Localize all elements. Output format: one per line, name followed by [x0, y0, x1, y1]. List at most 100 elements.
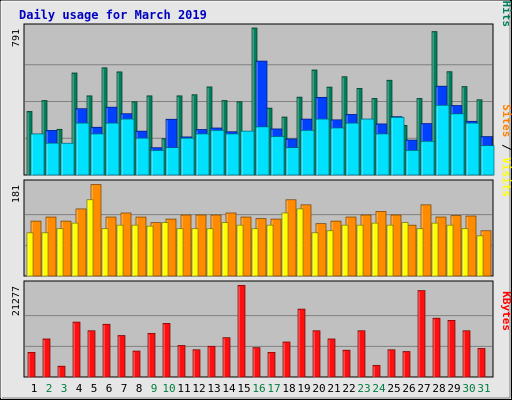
- bar-visits-day-12: [191, 228, 199, 277]
- bar-kbytes-day-15: [237, 284, 246, 378]
- bar-kbytes-day-13: [207, 345, 216, 378]
- legend-part: Hits: [500, 1, 512, 28]
- bar-pages-day-6: [105, 122, 120, 176]
- bar-visits-day-4: [71, 222, 79, 277]
- bar-kbytes-day-7: [117, 335, 126, 378]
- bar-visits-day-5: [86, 199, 94, 277]
- x-tick-day-16: 16: [252, 382, 265, 395]
- x-tick-day-28: 28: [432, 382, 445, 395]
- bar-visits-day-30: [461, 228, 469, 277]
- x-tick-day-20: 20: [312, 382, 325, 395]
- bar-visits-day-11: [176, 228, 184, 277]
- bar-visits-day-31: [476, 235, 484, 277]
- bar-pages-day-30: [465, 122, 480, 176]
- bar-kbytes-day-16: [252, 347, 261, 378]
- bar-visits-day-7: [116, 224, 124, 277]
- bar-kbytes-day-26: [402, 351, 411, 378]
- bar-visits-day-6: [101, 228, 109, 277]
- x-tick-day-22: 22: [342, 382, 355, 395]
- bar-pages-day-1: [30, 133, 45, 176]
- y-tick-hits-max: 791: [11, 29, 22, 47]
- bar-visits-day-10: [161, 222, 169, 277]
- bar-kbytes-day-11: [177, 345, 186, 378]
- x-tick-day-1: 1: [31, 382, 38, 395]
- bar-pages-day-2: [45, 142, 60, 176]
- x-tick-day-11: 11: [177, 382, 190, 395]
- x-tick-day-18: 18: [282, 382, 295, 395]
- bar-kbytes-day-23: [357, 330, 366, 378]
- x-tick-day-7: 7: [121, 382, 128, 395]
- bar-pages-day-18: [285, 147, 300, 176]
- x-tick-day-29: 29: [447, 382, 460, 395]
- x-tick-day-4: 4: [76, 382, 83, 395]
- bar-visits-day-28: [431, 222, 439, 277]
- bar-pages-day-31: [480, 145, 495, 176]
- bar-visits-day-25: [386, 224, 394, 277]
- bar-kbytes-day-27: [417, 290, 426, 378]
- chart-title: Daily usage for March 2019: [19, 8, 207, 22]
- bar-visits-day-18: [281, 212, 289, 277]
- bar-pages-day-11: [180, 137, 195, 176]
- bar-visits-day-29: [446, 224, 454, 277]
- bar-visits-day-22: [341, 224, 349, 277]
- bar-kbytes-day-17: [267, 352, 276, 378]
- bar-visits-day-8: [131, 224, 139, 277]
- bar-visits-day-26: [401, 222, 409, 277]
- x-tick-day-2: 2: [46, 382, 53, 395]
- bar-visits-day-24: [371, 222, 379, 277]
- x-tick-day-27: 27: [417, 382, 430, 395]
- bar-pages-day-10: [165, 147, 180, 176]
- bar-visits-day-27: [416, 228, 424, 277]
- x-tick-day-13: 13: [207, 382, 220, 395]
- legend-pages-files-hits: Pages / Files / Hits: [500, 0, 512, 27]
- bar-visits-day-2: [41, 232, 49, 277]
- bar-kbytes-day-6: [102, 323, 111, 378]
- x-tick-day-9: 9: [151, 382, 158, 395]
- bar-pages-day-9: [150, 150, 165, 176]
- bar-pages-day-20: [315, 118, 330, 176]
- bar-visits-day-3: [56, 228, 64, 277]
- bar-pages-day-29: [450, 113, 465, 176]
- bar-pages-day-28: [435, 104, 450, 176]
- x-tick-day-23: 23: [357, 382, 370, 395]
- x-tick-day-15: 15: [237, 382, 250, 395]
- x-tick-day-5: 5: [91, 382, 98, 395]
- bar-pages-day-25: [390, 117, 405, 176]
- bar-visits-day-15: [236, 224, 244, 277]
- bar-pages-day-15: [240, 130, 255, 176]
- bar-visits-day-23: [356, 224, 364, 277]
- bar-pages-day-17: [270, 136, 285, 176]
- x-tick-day-24: 24: [372, 382, 386, 395]
- bar-visits-day-20: [311, 232, 319, 277]
- bar-kbytes-day-31: [477, 348, 486, 378]
- legend-kbytes: KBytes: [500, 291, 512, 331]
- bar-kbytes-day-2: [42, 338, 51, 378]
- x-tick-day-12: 12: [192, 382, 205, 395]
- bar-visits-day-14: [221, 222, 229, 277]
- bar-pages-day-5: [90, 133, 105, 176]
- bar-pages-day-23: [360, 118, 375, 176]
- bar-kbytes-day-20: [312, 330, 321, 378]
- bar-pages-day-27: [420, 141, 435, 176]
- legend-part: /: [500, 0, 512, 1]
- bar-pages-day-26: [405, 150, 420, 176]
- bar-visits-day-16: [251, 228, 259, 277]
- bar-pages-day-12: [195, 133, 210, 176]
- bar-kbytes-day-19: [297, 308, 306, 378]
- bar-pages-day-13: [210, 130, 225, 176]
- bar-kbytes-day-30: [462, 330, 471, 378]
- bar-pages-day-4: [75, 122, 90, 176]
- legend-sites-visits: Sites / Visits: [500, 104, 512, 197]
- bar-visits-day-13: [206, 228, 214, 277]
- bar-kbytes-day-22: [342, 349, 351, 378]
- bars: [26, 27, 495, 378]
- bar-pages-day-16: [255, 126, 270, 176]
- bar-kbytes-day-10: [162, 323, 171, 378]
- bar-kbytes-day-25: [387, 349, 396, 378]
- bar-pages-day-19: [300, 130, 315, 176]
- bar-visits-day-17: [266, 224, 274, 277]
- x-tick-day-19: 19: [297, 382, 310, 395]
- y-tick-sites-max: 181: [11, 185, 22, 203]
- x-tick-day-26: 26: [402, 382, 415, 395]
